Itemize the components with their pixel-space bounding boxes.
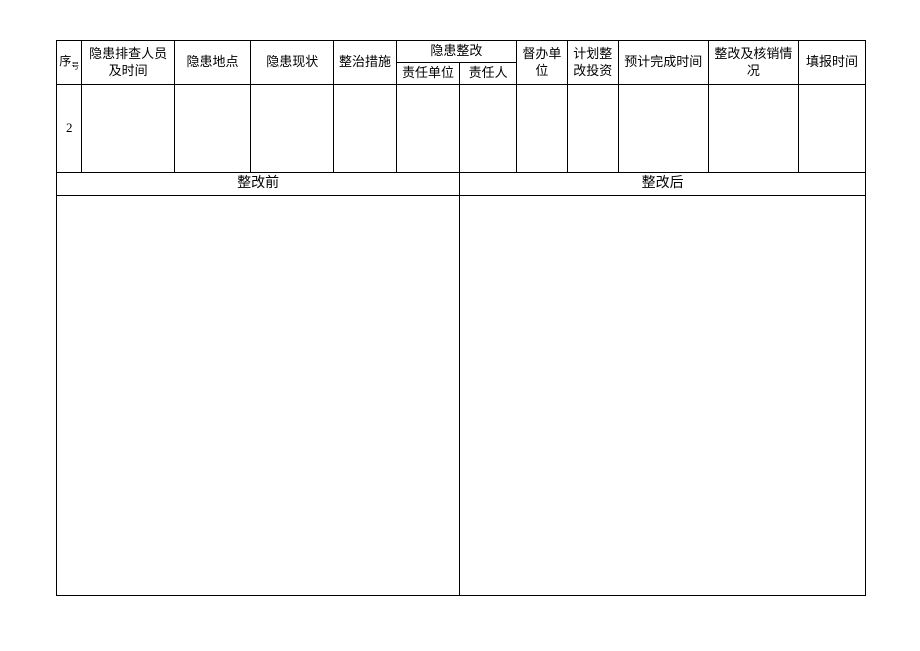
photo-row — [57, 196, 866, 596]
col-est-time: 预计完成时间 — [618, 41, 708, 85]
section-label-row: 整改前 整改后 — [57, 173, 866, 196]
section-before-label: 整改前 — [57, 173, 460, 196]
section-after-label: 整改后 — [460, 173, 866, 196]
after-photo-cell — [460, 196, 866, 596]
col-rectify-group: 隐患整改 — [396, 41, 516, 63]
cell-check-status — [708, 85, 798, 173]
col-measure: 整治措施 — [334, 41, 396, 85]
cell-resp-unit — [396, 85, 460, 173]
cell-plan-invest — [567, 85, 618, 173]
cell-fill-time — [798, 85, 865, 173]
table-row: 2 — [57, 85, 866, 173]
col-status: 隐患现状 — [251, 41, 334, 85]
col-fill-time: 填报时间 — [798, 41, 865, 85]
cell-measure — [334, 85, 396, 173]
cell-resp-person — [460, 85, 517, 173]
cell-personnel-time — [82, 85, 174, 173]
col-resp-unit: 责任单位 — [396, 63, 460, 85]
col-personnel-time: 隐患排查人员及时间 — [82, 41, 174, 85]
before-photo-cell — [57, 196, 460, 596]
col-resp-person: 责任人 — [460, 63, 517, 85]
col-plan-invest: 计划整改投资 — [567, 41, 618, 85]
col-supervise: 督办单位 — [516, 41, 567, 85]
col-check-status: 整改及核销情况 — [708, 41, 798, 85]
cell-seq: 2 — [57, 85, 82, 173]
col-seq: 序号 — [57, 41, 82, 85]
col-location: 隐患地点 — [174, 41, 250, 85]
seq-sub-label: 号 — [71, 62, 79, 71]
cell-status — [251, 85, 334, 173]
inspection-table: 序号 隐患排查人员及时间 隐患地点 隐患现状 整治措施 隐患整改 督办单位 计划… — [56, 40, 866, 596]
table-header-row-1: 序号 隐患排查人员及时间 隐患地点 隐患现状 整治措施 隐患整改 督办单位 计划… — [57, 41, 866, 63]
inspection-table-container: 序号 隐患排查人员及时间 隐患地点 隐患现状 整治措施 隐患整改 督办单位 计划… — [56, 40, 866, 596]
cell-est-time — [618, 85, 708, 173]
seq-main-label: 序 — [59, 54, 71, 68]
cell-supervise — [516, 85, 567, 173]
cell-location — [174, 85, 250, 173]
